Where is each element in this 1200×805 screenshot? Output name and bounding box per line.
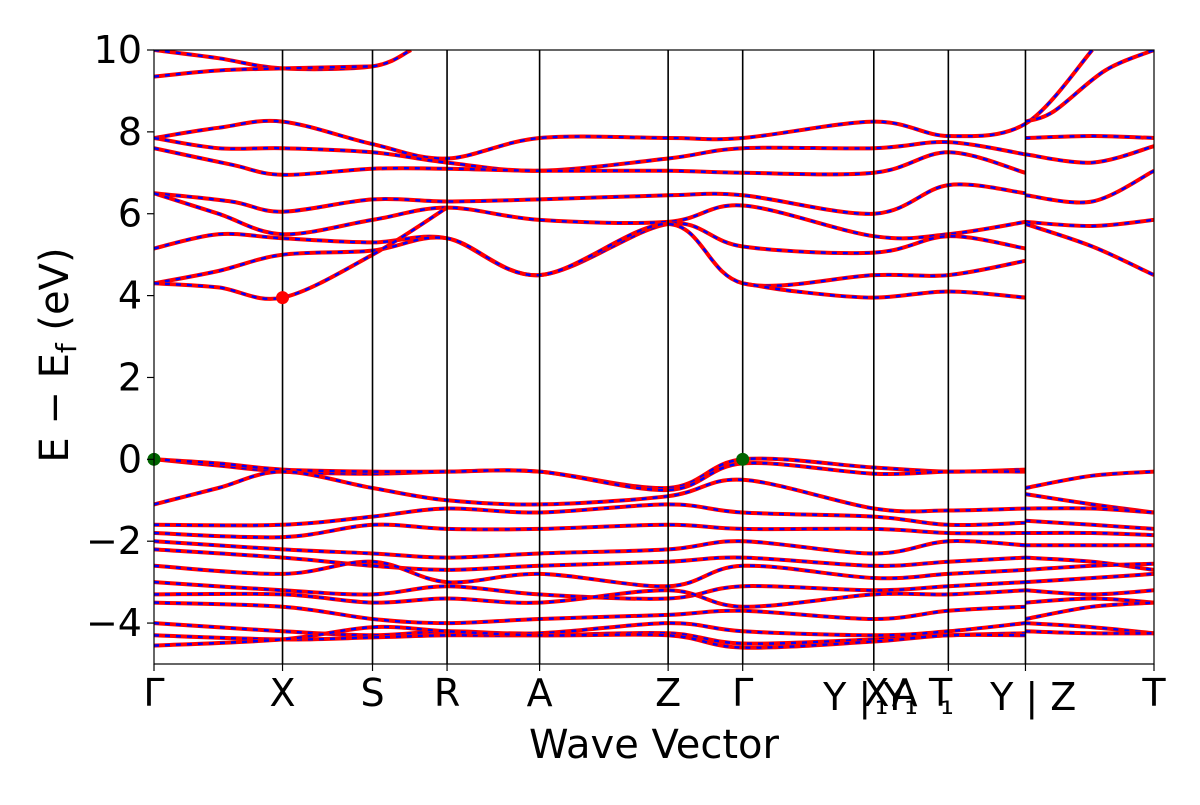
band-line-dashed-33	[1025, 506, 1154, 514]
band-line-20	[154, 502, 1026, 528]
x-tick-label: R	[434, 671, 460, 715]
y-ticks-layer: 10 8 6 4 2 0 −2 −4	[86, 28, 154, 645]
band-line-dashed-34	[1025, 519, 1154, 531]
vbm-gamma-mid-marker	[736, 452, 750, 466]
x-tick-label: Γ	[143, 671, 164, 715]
band-line-dashed-18	[154, 458, 1026, 492]
band-line-15	[1025, 217, 1154, 229]
band-line-dashed-31	[1025, 470, 1154, 490]
y-tick-label: 2	[118, 355, 142, 399]
y-tick-label: 6	[118, 192, 142, 236]
band-line-14	[1025, 169, 1154, 205]
band-line-dashed-42	[1025, 601, 1154, 621]
band-line-dashed-6	[154, 192, 1026, 240]
extrema-markers-layer	[147, 291, 750, 466]
band-line-dashed-44	[1025, 630, 1154, 635]
band-line-dashed-37	[1025, 556, 1154, 572]
band-line-12	[1025, 134, 1154, 140]
band-line-35	[1025, 530, 1154, 538]
y-tick-label: 10	[94, 28, 142, 72]
band-line-31	[1025, 469, 1154, 490]
band-line-1	[154, 64, 373, 79]
y-axis-label-main: E − E	[32, 353, 78, 463]
x-tick-label: X	[270, 671, 296, 715]
x-tick-label: ₁	[940, 683, 954, 723]
band-line-16	[1024, 222, 1154, 277]
band-line-dashed-22	[154, 539, 1026, 559]
x-tick-label: A	[527, 671, 553, 715]
band-line-4	[154, 146, 1027, 177]
band-line-11	[1024, 50, 1154, 124]
x-tick-label: Z	[655, 671, 681, 715]
band-line-40	[1025, 588, 1154, 597]
band-line-dashed-13	[1025, 145, 1154, 164]
band-line-dashed-26	[154, 589, 1026, 608]
band-line-dashed-20	[154, 503, 1026, 527]
band-line-dashed-15	[1025, 218, 1154, 228]
band-line-dashed-0	[154, 50, 412, 71]
band-line-42	[1025, 600, 1154, 621]
plot-frame	[153, 49, 1155, 665]
band-line-dashed-21	[154, 523, 1026, 539]
band-line-6	[154, 191, 1026, 241]
band-line-39	[1025, 571, 1154, 585]
y-tick-label: −2	[86, 519, 142, 563]
band-line-13	[1025, 144, 1154, 165]
band-line-dashed-39	[1025, 572, 1154, 584]
x-axis-label: Wave Vector	[529, 722, 780, 768]
band-line-dashed-5	[154, 183, 1026, 215]
band-line-dashed-23	[154, 548, 1026, 572]
x-tick-label: ₁	[875, 683, 889, 723]
x-tick-label: A	[892, 671, 918, 715]
band-line-5	[154, 182, 1026, 216]
y-tick-label: 8	[118, 110, 142, 154]
x-tick-label: Y | Z	[989, 675, 1076, 720]
y-axis-label-subscript: f	[50, 342, 83, 353]
x-tick-label: Y | Y	[822, 675, 907, 720]
kpoint-lines-layer	[281, 50, 1027, 664]
band-line-dashed-12	[1025, 134, 1154, 140]
band-line-dashed-35	[1025, 531, 1154, 537]
band-line-22	[154, 538, 1026, 560]
band-line-dashed-4	[154, 147, 1026, 177]
bands-layer	[154, 50, 1154, 650]
band-line-27	[154, 600, 1026, 626]
band-line-dashed-17	[154, 457, 1026, 490]
y-tick-label: 0	[118, 437, 142, 481]
band-line-dashed-7	[154, 222, 1026, 277]
y-axis-label-unit: (eV)	[32, 247, 78, 343]
x-tick-label: S	[360, 671, 384, 715]
y-axis-label: E − Ef (eV)	[32, 247, 83, 462]
band-line-7	[154, 221, 1026, 278]
band-line-34	[1025, 518, 1154, 531]
band-line-dashed-40	[1025, 589, 1154, 596]
band-line-8	[154, 221, 1026, 288]
band-line-dashed-14	[1025, 169, 1154, 204]
band-line-dashed-11	[1025, 50, 1154, 123]
x-tick-label: ₁	[904, 683, 918, 723]
band-line-dashed-30	[154, 625, 1026, 649]
band-line-dashed-38	[1025, 562, 1154, 572]
band-line-dashed-28	[154, 621, 1026, 637]
band-line-dashed-16	[1025, 222, 1154, 277]
x-tick-label: Γ	[732, 671, 753, 715]
x-tick-label: X	[863, 671, 889, 715]
band-line-3	[154, 136, 1026, 173]
x-tick-label: T	[928, 671, 953, 715]
y-tick-label: −4	[86, 601, 142, 645]
x-tick-label: T	[1141, 671, 1166, 715]
band-line-26	[154, 588, 1026, 609]
band-line-dashed-27	[154, 601, 1026, 625]
band-line-dashed-24	[154, 560, 1026, 588]
band-line-dashed-19	[154, 470, 1026, 513]
cbm-marker	[276, 291, 290, 305]
y-tick-label: 4	[118, 274, 142, 318]
band-line-44	[1025, 629, 1154, 636]
